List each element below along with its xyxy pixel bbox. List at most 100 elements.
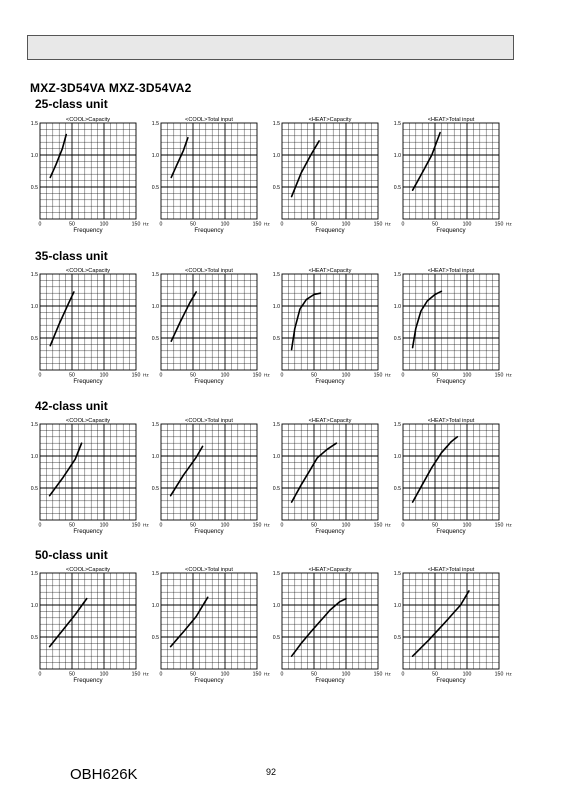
y-tick-label: 0.5 — [152, 336, 159, 342]
x-tick-label: 150 — [374, 222, 383, 228]
x-axis-label: Frequency — [194, 528, 224, 535]
y-tick-label: 0.5 — [273, 185, 280, 191]
y-tick-label: 0.5 — [394, 635, 401, 641]
x-axis-label: Frequency — [436, 378, 466, 385]
x-tick-label: 150 — [253, 222, 262, 228]
plot-frame — [402, 572, 500, 670]
chart-2-3: <HEAT>Capacity 1.5 1.0 0.5 0 50 100 150 Hz Freque… — [268, 265, 404, 395]
section-title-50: 50-class unit — [35, 548, 108, 562]
chart-title: <COOL>Capacity — [66, 567, 110, 573]
chart-grid-lines — [40, 573, 136, 669]
x-tick-label: 0 — [402, 373, 405, 379]
y-tick-label: 0.5 — [273, 336, 280, 342]
x-tick-label: 150 — [132, 523, 141, 529]
chart-grid-lines — [282, 424, 378, 520]
x-tick-label: 50 — [311, 672, 317, 678]
chart-title: <COOL>Total input — [185, 268, 233, 274]
x-unit-label: Hz — [506, 222, 512, 227]
chart-title: <COOL>Total input — [185, 567, 233, 573]
x-tick-label: 100 — [100, 222, 109, 228]
x-tick-label: 50 — [190, 523, 196, 529]
chart-2-4: <HEAT>Total input 1.5 1.0 0.5 0 50 100 150 Hz Fre… — [389, 265, 525, 395]
x-tick-label: 150 — [495, 222, 504, 228]
y-tick-label: 1.0 — [31, 304, 38, 310]
plot-frame — [39, 122, 137, 220]
x-tick-label: 150 — [253, 672, 262, 678]
y-tick-label: 1.0 — [394, 603, 401, 609]
x-unit-label: Hz — [264, 672, 270, 677]
x-unit-label: Hz — [385, 222, 391, 227]
plot-frame — [39, 273, 137, 371]
x-tick-label: 150 — [132, 222, 141, 228]
y-tick-label: 0.5 — [31, 635, 38, 641]
x-tick-label: 0 — [39, 672, 42, 678]
x-tick-label: 50 — [432, 672, 438, 678]
x-tick-label: 50 — [190, 672, 196, 678]
x-tick-label: 50 — [311, 373, 317, 379]
y-tick-label: 1.5 — [31, 121, 38, 127]
y-tick-label: 0.5 — [152, 185, 159, 191]
y-tick-label: 1.5 — [31, 272, 38, 278]
chart-grid-lines — [161, 573, 257, 669]
chart-grid-lines — [403, 573, 499, 669]
x-tick-label: 150 — [374, 523, 383, 529]
plot-frame — [281, 122, 379, 220]
page-number: 92 — [266, 767, 277, 777]
x-tick-label: 50 — [311, 222, 317, 228]
plot-frame — [160, 122, 258, 220]
x-tick-label: 100 — [100, 523, 109, 529]
chart-title: <COOL>Total input — [185, 418, 233, 424]
x-tick-label: 100 — [100, 373, 109, 379]
x-tick-label: 0 — [160, 523, 163, 529]
y-tick-label: 0.5 — [31, 486, 38, 492]
y-tick-label: 0.5 — [152, 635, 159, 641]
x-tick-label: 50 — [69, 222, 75, 228]
x-axis-label: Frequency — [315, 528, 345, 535]
chart-grid-lines — [282, 123, 378, 219]
plot-frame — [160, 423, 258, 521]
x-tick-label: 50 — [432, 222, 438, 228]
chart-svg: <HEAT>Total input 1.5 1.0 0.5 0 50 100 150 Hz Fre… — [394, 418, 513, 535]
x-tick-label: 0 — [281, 672, 284, 678]
series-line — [48, 442, 83, 497]
x-unit-label: Hz — [385, 373, 391, 378]
y-tick-label: 1.0 — [273, 454, 280, 460]
x-unit-label: Hz — [385, 672, 391, 677]
x-axis-label: Frequency — [73, 677, 103, 684]
x-tick-label: 0 — [160, 373, 163, 379]
x-tick-label: 150 — [495, 672, 504, 678]
series-line — [411, 436, 459, 503]
chart-4-1: <COOL>Capacity 1.5 1.0 0.5 0 50 100 150 Hz Freque… — [26, 564, 162, 694]
y-tick-label: 1.5 — [394, 272, 401, 278]
chart-svg: <COOL>Capacity 1.5 1.0 0.5 0 50 100 150 Hz Freque… — [31, 418, 150, 535]
y-tick-label: 1.0 — [152, 153, 159, 159]
y-tick-label: 0.5 — [273, 486, 280, 492]
y-tick-label: 1.5 — [152, 571, 159, 577]
y-tick-label: 1.0 — [31, 153, 38, 159]
x-tick-label: 100 — [463, 523, 472, 529]
chart-3-4: <HEAT>Total input 1.5 1.0 0.5 0 50 100 150 Hz Fre… — [389, 415, 525, 545]
y-tick-label: 1.0 — [394, 454, 401, 460]
series-line — [290, 292, 322, 351]
chart-grid-lines — [40, 424, 136, 520]
chart-grid-lines — [282, 573, 378, 669]
chart-title: <HEAT>Capacity — [309, 268, 352, 274]
chart-svg: <COOL>Total input 1.5 1.0 0.5 0 50 100 150 Hz Fre… — [152, 268, 271, 385]
y-tick-label: 1.0 — [152, 304, 159, 310]
y-tick-label: 1.5 — [394, 422, 401, 428]
x-unit-label: Hz — [143, 523, 149, 528]
chart-svg: <HEAT>Total input 1.5 1.0 0.5 0 50 100 150 Hz Fre… — [394, 268, 513, 385]
chart-1-2: <COOL>Total input 1.5 1.0 0.5 0 50 100 150 Hz Fre… — [147, 114, 283, 244]
y-tick-label: 1.0 — [273, 153, 280, 159]
x-axis-label: Frequency — [194, 227, 224, 234]
series-line — [49, 133, 68, 179]
chart-title: <HEAT>Total input — [428, 268, 475, 274]
x-tick-label: 0 — [281, 373, 284, 379]
plot-frame — [281, 423, 379, 521]
y-tick-label: 0.5 — [31, 336, 38, 342]
x-tick-label: 50 — [432, 523, 438, 529]
x-axis-label: Frequency — [73, 528, 103, 535]
x-unit-label: Hz — [143, 373, 149, 378]
chart-svg: <COOL>Capacity 1.5 1.0 0.5 0 50 100 150 Hz Freque… — [31, 567, 150, 684]
x-axis-label: Frequency — [436, 677, 466, 684]
